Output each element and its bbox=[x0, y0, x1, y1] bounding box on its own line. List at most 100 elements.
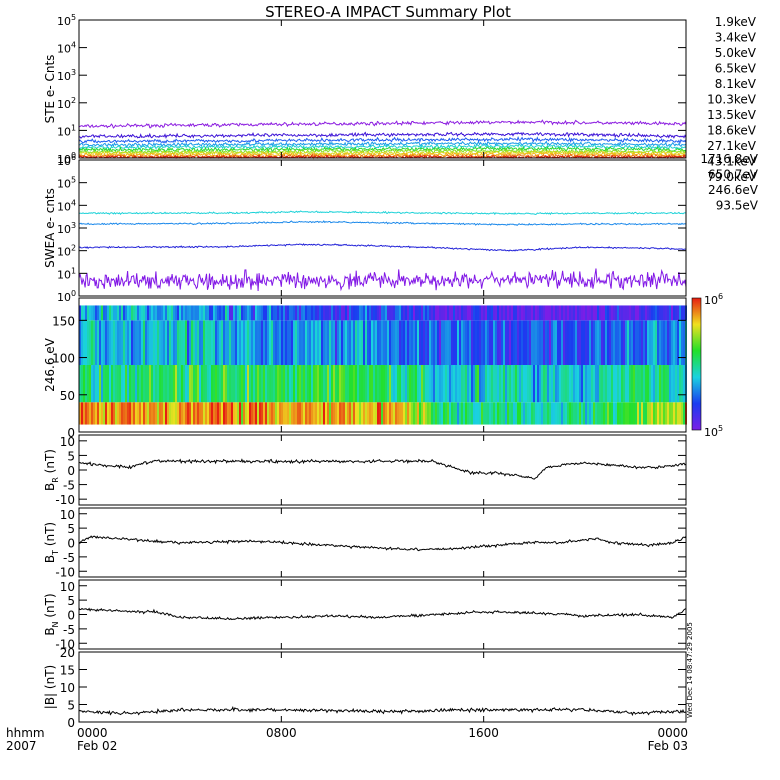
heatmap-cell-3 bbox=[207, 305, 209, 321]
heatmap-cell-0 bbox=[229, 402, 231, 425]
heatmap-cell-0 bbox=[627, 402, 629, 425]
heatmap-cell-2 bbox=[519, 320, 521, 365]
heatmap-cell-1 bbox=[619, 365, 621, 403]
heatmap-cell-0 bbox=[315, 402, 317, 425]
heatmap-cell-2 bbox=[267, 320, 269, 365]
heatmap-cell-2 bbox=[543, 320, 545, 365]
heatmap-cell-1 bbox=[495, 365, 497, 403]
heatmap-cell-3 bbox=[405, 305, 407, 321]
heatmap-cell-0 bbox=[551, 402, 553, 425]
heatmap-cell-0 bbox=[277, 402, 279, 425]
heatmap-cell-2 bbox=[469, 320, 471, 365]
heatmap-cell-0 bbox=[137, 402, 139, 425]
heatmap-cell-2 bbox=[471, 320, 473, 365]
heatmap-cell-2 bbox=[181, 320, 183, 365]
heatmap-cell-2 bbox=[229, 320, 231, 365]
y-tick-label: 0 bbox=[67, 716, 75, 730]
heatmap-cell-0 bbox=[489, 402, 491, 425]
heatmap-cell-3 bbox=[605, 305, 607, 321]
heatmap-cell-0 bbox=[579, 402, 581, 425]
heatmap-cell-2 bbox=[285, 320, 287, 365]
heatmap-cell-0 bbox=[663, 402, 665, 425]
heatmap-cell-1 bbox=[149, 365, 151, 403]
heatmap-cell-3 bbox=[313, 305, 315, 321]
heatmap-cell-0 bbox=[525, 402, 527, 425]
heatmap-cell-1 bbox=[607, 365, 609, 403]
heatmap-cell-0 bbox=[533, 402, 535, 425]
heatmap-cell-3 bbox=[521, 305, 523, 321]
heatmap-cell-3 bbox=[377, 305, 379, 321]
heatmap-cell-1 bbox=[645, 365, 647, 403]
heatmap-cell-2 bbox=[221, 320, 223, 365]
heatmap-cell-1 bbox=[531, 365, 533, 403]
heatmap-cell-2 bbox=[489, 320, 491, 365]
heatmap-cell-3 bbox=[571, 305, 573, 321]
heatmap-cell-0 bbox=[571, 402, 573, 425]
heatmap-cell-1 bbox=[137, 365, 139, 403]
y-tick-label: 5 bbox=[67, 699, 75, 713]
heatmap-cell-0 bbox=[411, 402, 413, 425]
heatmap-cell-2 bbox=[195, 320, 197, 365]
heatmap-cell-1 bbox=[443, 365, 445, 403]
heatmap-cell-1 bbox=[405, 365, 407, 403]
heatmap-cell-1 bbox=[305, 365, 307, 403]
heatmap-cell-0 bbox=[269, 402, 271, 425]
heatmap-cell-3 bbox=[113, 305, 115, 321]
heatmap-cell-1 bbox=[143, 365, 145, 403]
heatmap-cell-2 bbox=[653, 320, 655, 365]
heatmap-cell-3 bbox=[243, 305, 245, 321]
heatmap-cell-1 bbox=[319, 365, 321, 403]
heatmap-cell-0 bbox=[547, 402, 549, 425]
heatmap-cell-1 bbox=[187, 365, 189, 403]
heatmap-cell-2 bbox=[143, 320, 145, 365]
heatmap-cell-1 bbox=[377, 365, 379, 403]
heatmap-cell-3 bbox=[567, 305, 569, 321]
heatmap-cell-1 bbox=[139, 365, 141, 403]
heatmap-cell-1 bbox=[203, 365, 205, 403]
heatmap-cell-2 bbox=[175, 320, 177, 365]
heatmap-cell-2 bbox=[333, 320, 335, 365]
heatmap-cell-3 bbox=[151, 305, 153, 321]
heatmap-cell-1 bbox=[679, 365, 681, 403]
heatmap-cell-3 bbox=[305, 305, 307, 321]
heatmap-cell-3 bbox=[91, 305, 93, 321]
heatmap-cell-0 bbox=[199, 402, 201, 425]
heatmap-cell-0 bbox=[447, 402, 449, 425]
heatmap-cell-3 bbox=[541, 305, 543, 321]
heatmap-cell-3 bbox=[591, 305, 593, 321]
heatmap-cell-1 bbox=[281, 365, 283, 403]
series-line-246.6eV bbox=[79, 220, 687, 227]
heatmap-cell-1 bbox=[583, 365, 585, 403]
heatmap-cell-3 bbox=[223, 305, 225, 321]
heatmap-cell-0 bbox=[679, 402, 681, 425]
heatmap-cell-1 bbox=[229, 365, 231, 403]
heatmap-cell-3 bbox=[137, 305, 139, 321]
heatmap-cell-2 bbox=[265, 320, 267, 365]
heatmap-cell-1 bbox=[283, 365, 285, 403]
heatmap-cell-2 bbox=[109, 320, 111, 365]
heatmap-cell-0 bbox=[517, 402, 519, 425]
heatmap-cell-1 bbox=[567, 365, 569, 403]
heatmap-cell-2 bbox=[679, 320, 681, 365]
heatmap-cell-2 bbox=[261, 320, 263, 365]
heatmap-cell-3 bbox=[365, 305, 367, 321]
heatmap-cell-3 bbox=[589, 305, 591, 321]
heatmap-cell-2 bbox=[199, 320, 201, 365]
heatmap-cell-1 bbox=[613, 365, 615, 403]
heatmap-cell-0 bbox=[461, 402, 463, 425]
heatmap-cell-1 bbox=[315, 365, 317, 403]
heatmap-cell-3 bbox=[259, 305, 261, 321]
heatmap-cell-2 bbox=[145, 320, 147, 365]
heatmap-cell-3 bbox=[559, 305, 561, 321]
heatmap-cell-2 bbox=[509, 320, 511, 365]
heatmap-cell-0 bbox=[475, 402, 477, 425]
heatmap-cell-3 bbox=[101, 305, 103, 321]
heatmap-cell-1 bbox=[259, 365, 261, 403]
heatmap-cell-1 bbox=[587, 365, 589, 403]
heatmap-cell-0 bbox=[445, 402, 447, 425]
heatmap-cell-1 bbox=[201, 365, 203, 403]
heatmap-cell-0 bbox=[279, 402, 281, 425]
heatmap-cell-2 bbox=[147, 320, 149, 365]
heatmap-cell-3 bbox=[225, 305, 227, 321]
heatmap-cell-3 bbox=[201, 305, 203, 321]
